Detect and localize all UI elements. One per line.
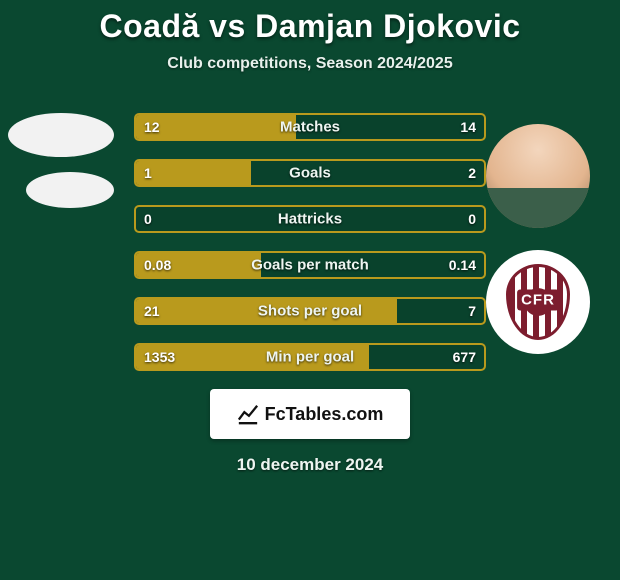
stat-fill — [136, 299, 397, 323]
stat-fill — [136, 115, 296, 139]
stat-row: 0.08Goals per match0.14 — [134, 251, 486, 279]
fctables-badge: FcTables.com — [210, 389, 410, 439]
player-left-photo — [8, 113, 114, 157]
player-right-photo — [486, 124, 590, 228]
stat-fill — [136, 161, 251, 185]
stat-right-value: 2 — [468, 165, 476, 181]
stat-row: 12Matches14 — [134, 113, 486, 141]
stat-left-value: 1353 — [144, 349, 175, 365]
cfr-crest-icon — [506, 264, 570, 340]
page-title: Coadă vs Damjan Djokovic — [0, 0, 620, 45]
stat-row: 1353Min per goal677 — [134, 343, 486, 371]
subtitle: Club competitions, Season 2024/2025 — [0, 55, 620, 73]
stat-row: 21Shots per goal7 — [134, 297, 486, 325]
stat-left-value: 21 — [144, 303, 160, 319]
stat-row: 1Goals2 — [134, 159, 486, 187]
club-left-logo — [26, 172, 114, 208]
stat-left-value: 1 — [144, 165, 152, 181]
date-text: 10 december 2024 — [0, 455, 620, 475]
stat-left-value: 0 — [144, 211, 152, 227]
stat-right-value: 677 — [453, 349, 476, 365]
stat-right-value: 7 — [468, 303, 476, 319]
stat-left-value: 12 — [144, 119, 160, 135]
stat-row: 0Hattricks0 — [134, 205, 486, 233]
stat-left-value: 0.08 — [144, 257, 171, 273]
stat-right-value: 0.14 — [449, 257, 476, 273]
chart-icon — [237, 403, 259, 425]
club-right-logo — [486, 250, 590, 354]
stat-label: Hattricks — [136, 211, 484, 228]
badge-text: FcTables.com — [265, 404, 384, 425]
stat-right-value: 14 — [460, 119, 476, 135]
stat-right-value: 0 — [468, 211, 476, 227]
